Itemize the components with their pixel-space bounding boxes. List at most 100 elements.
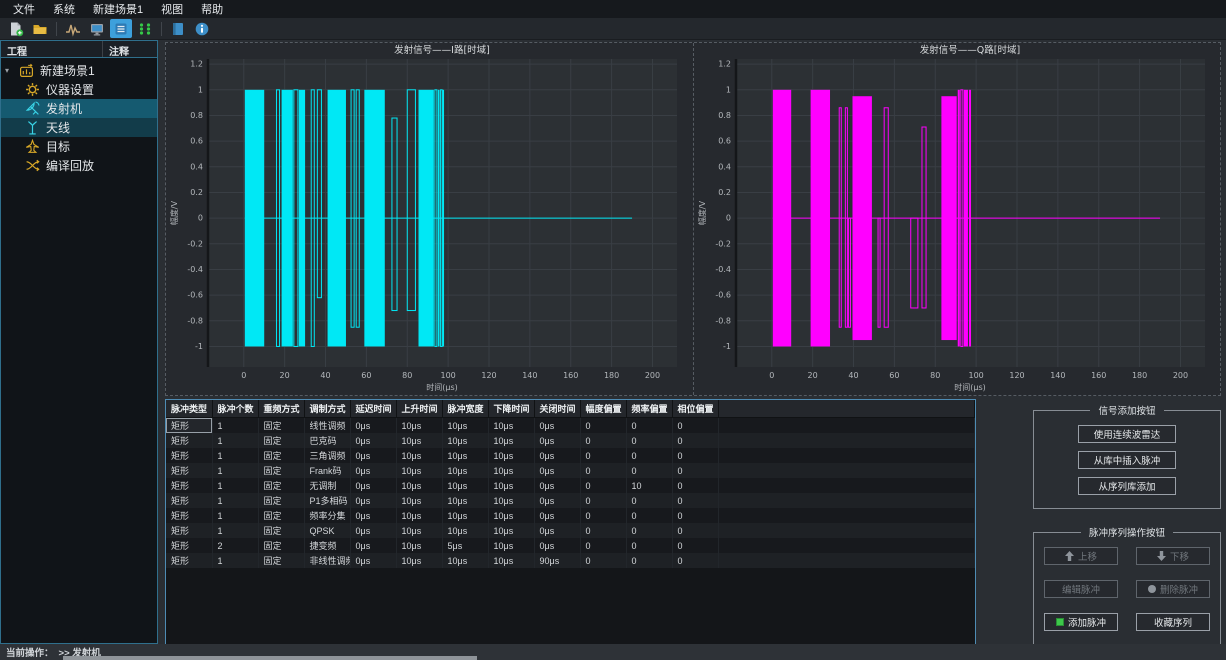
column-header[interactable]: 上升时间 [396, 400, 443, 418]
table-cell[interactable]: 0μs [350, 493, 397, 508]
panel-button[interactable] [167, 19, 189, 38]
save-sequence-button[interactable]: 收藏序列 [1136, 613, 1210, 631]
table-cell[interactable]: 1 [212, 417, 259, 433]
table-cell[interactable]: 捷变频 [304, 538, 351, 553]
table-cell[interactable]: 0 [626, 417, 673, 433]
table-cell[interactable]: 10μs [396, 448, 443, 463]
table-cell[interactable]: 0 [626, 508, 673, 523]
table-cell[interactable]: 0 [626, 433, 673, 448]
table-cell[interactable]: 0 [580, 553, 627, 568]
table-cell[interactable]: 10μs [396, 433, 443, 448]
tree-item-instrument[interactable]: 仪器设置 [1, 80, 157, 99]
tree-item-transmitter[interactable]: 发射机 [1, 99, 157, 118]
table-cell[interactable]: 0μs [350, 448, 397, 463]
table-cell[interactable]: 0μs [534, 433, 581, 448]
table-cell[interactable]: 0 [580, 448, 627, 463]
column-header[interactable]: 调制方式 [304, 400, 351, 418]
table-row[interactable]: 矩形 1 固定 巴克码 0μs 10μs 10μs 10μs 0μs 0 0 0 [166, 433, 975, 448]
table-cell[interactable]: 0μs [534, 417, 581, 433]
table-cell[interactable]: 10μs [488, 448, 535, 463]
display-button[interactable] [86, 19, 108, 38]
table-cell[interactable]: 1 [212, 478, 259, 493]
table-row[interactable]: 矩形 1 固定 QPSK 0μs 10μs 10μs 10μs 0μs 0 0 0 [166, 523, 975, 538]
column-header[interactable]: 幅度偏置 [580, 400, 627, 418]
use-cw-radar-button[interactable]: 使用连续波雷达 [1078, 425, 1176, 443]
table-cell[interactable]: 矩形 [166, 508, 213, 523]
table-cell[interactable]: 0 [626, 553, 673, 568]
table-cell[interactable]: 10μs [396, 523, 443, 538]
table-cell[interactable]: 0 [580, 417, 627, 433]
table-cell[interactable]: 1 [212, 493, 259, 508]
table-cell[interactable]: 1 [212, 553, 259, 568]
table-cell[interactable]: 0 [672, 433, 719, 448]
table-cell[interactable]: 0 [672, 417, 719, 433]
table-cell[interactable]: 10μs [442, 417, 489, 433]
column-header[interactable]: 延迟时间 [350, 400, 397, 418]
table-cell[interactable]: 0μs [350, 553, 397, 568]
table-cell[interactable]: 0μs [534, 463, 581, 478]
table-row[interactable]: 矩形1固定非线性调频0μs10μs10μs10μs90μs000 [166, 553, 975, 568]
table-cell[interactable]: 10μs [396, 463, 443, 478]
table-cell[interactable]: 0 [580, 508, 627, 523]
menu-help[interactable]: 帮助 [201, 4, 224, 16]
table-cell[interactable]: 线性调频 [304, 417, 351, 433]
table-cell[interactable]: 矩形 [166, 553, 213, 568]
table-cell[interactable]: 矩形 [166, 433, 213, 448]
table-cell[interactable]: 2 [212, 538, 259, 553]
table-cell[interactable]: 0 [580, 523, 627, 538]
table-cell[interactable]: QPSK [304, 523, 351, 538]
table-cell[interactable]: 0 [580, 538, 627, 553]
table-cell[interactable]: 10μs [396, 417, 443, 433]
table-cell[interactable]: 固定 [258, 433, 305, 448]
edit-pulse-button[interactable]: 编辑脉冲 [1044, 580, 1118, 598]
table-cell[interactable]: 0 [672, 448, 719, 463]
table-cell[interactable]: 0μs [534, 493, 581, 508]
tree-expander-icon[interactable]: ▾ [5, 66, 10, 75]
table-cell[interactable]: 0μs [350, 463, 397, 478]
table-row[interactable]: 矩形 2 固定 捷变频 0μs 10μs 5μs 10μs 0μs 0 0 0 [166, 538, 975, 553]
add-pulse-button[interactable]: 添加脉冲 [1044, 613, 1118, 631]
new-file-button[interactable] [5, 19, 27, 38]
table-cell[interactable]: 矩形 [166, 417, 213, 433]
table-cell[interactable]: 1 [212, 463, 259, 478]
table-cell[interactable]: 矩形 [166, 478, 213, 493]
table-cell[interactable]: 矩形 [166, 493, 213, 508]
table-cell[interactable]: 90μs [534, 553, 581, 568]
table-cell[interactable]: 0 [672, 508, 719, 523]
table-cell[interactable]: 0 [672, 523, 719, 538]
delete-pulse-button[interactable]: 删除脉冲 [1136, 580, 1210, 598]
table-cell[interactable]: 0 [626, 448, 673, 463]
table-cell[interactable]: 10μs [442, 448, 489, 463]
table-row[interactable]: 矩形 1 固定 无调制 0μs 10μs 10μs 10μs 0μs 0 10 0 [166, 478, 975, 493]
table-row[interactable]: 矩形 1 固定 线性调频 0μs 10μs 10μs 10μs 0μs 0 0 0 [166, 417, 975, 433]
table-cell[interactable]: 10μs [488, 523, 535, 538]
table-cell[interactable]: 非线性调频 [304, 553, 351, 568]
table-cell[interactable]: 固定 [258, 493, 305, 508]
table-cell[interactable]: 10μs [442, 433, 489, 448]
table-cell[interactable]: 0μs [534, 478, 581, 493]
table-cell[interactable]: 0 [672, 463, 719, 478]
table-cell[interactable]: 0μs [350, 478, 397, 493]
column-header[interactable]: 频率偏置 [626, 400, 673, 418]
menu-scene[interactable]: 新建场景1 [93, 4, 144, 16]
pulse-table[interactable]: 脉冲类型 脉冲个数 重频方式 调制方式 延迟时间 上升时间 脉冲宽度 下降时间 关闭时间 幅度偏置… [166, 400, 975, 568]
table-cell[interactable]: 固定 [258, 417, 305, 433]
table-cell[interactable]: 10μs [396, 553, 443, 568]
table-row[interactable]: 矩形 1 固定 P1多相码 0μs 10μs 10μs 10μs 0μs 0 0 0 [166, 493, 975, 508]
table-cell[interactable]: 0 [580, 478, 627, 493]
table-cell[interactable]: 1 [212, 433, 259, 448]
table-cell[interactable]: P1多相码 [304, 493, 351, 508]
table-row[interactable]: 矩形 1 固定 三角调频 0μs 10μs 10μs 10μs 0μs 0 0 0 [166, 448, 975, 463]
column-header[interactable]: 下降时间 [488, 400, 535, 418]
expand-button[interactable] [134, 19, 156, 38]
table-cell[interactable]: 10μs [488, 433, 535, 448]
table-cell[interactable]: 0μs [534, 538, 581, 553]
table-cell[interactable]: 10μs [396, 538, 443, 553]
table-cell[interactable]: 1 [212, 523, 259, 538]
table-cell[interactable]: 固定 [258, 538, 305, 553]
tree-item-replay[interactable]: 编译回放 [1, 156, 157, 175]
table-cell[interactable]: 0 [672, 478, 719, 493]
list-view-button[interactable] [110, 19, 132, 38]
table-cell[interactable]: 10μs [442, 508, 489, 523]
table-cell[interactable]: Frank码 [304, 463, 351, 478]
